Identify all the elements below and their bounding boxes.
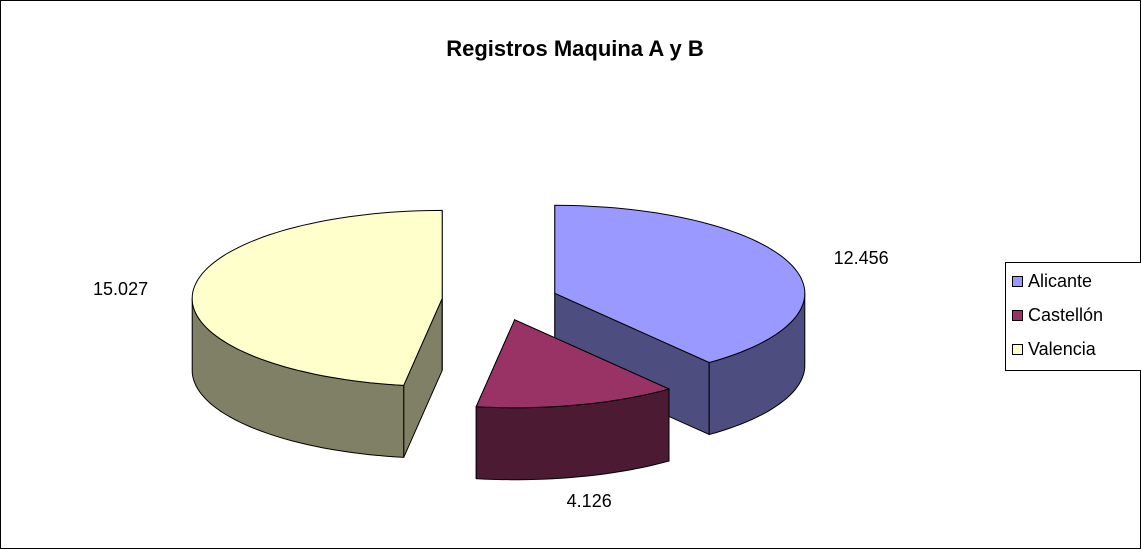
data-label: 4.126 xyxy=(567,491,612,511)
legend: Alicante Castellón Valencia xyxy=(1005,262,1141,371)
legend-swatch xyxy=(1012,310,1023,321)
slice-top xyxy=(475,319,671,409)
slice-top xyxy=(554,204,806,364)
legend-label: Alicante xyxy=(1028,271,1092,291)
legend-swatch xyxy=(1012,276,1023,287)
slice-top xyxy=(191,209,443,386)
data-label: 12.456 xyxy=(834,248,889,268)
data-label: 15.027 xyxy=(93,279,148,299)
plot: 12.456 15.027 4.126 xyxy=(93,204,889,511)
legend-box xyxy=(1005,262,1141,371)
legend-swatch xyxy=(1012,344,1023,355)
chart-title: Registros Maquina A y B xyxy=(446,36,704,61)
legend-label: Castellón xyxy=(1028,305,1103,325)
legend-label: Valencia xyxy=(1028,339,1097,359)
slice xyxy=(191,209,443,458)
slice xyxy=(475,319,671,481)
